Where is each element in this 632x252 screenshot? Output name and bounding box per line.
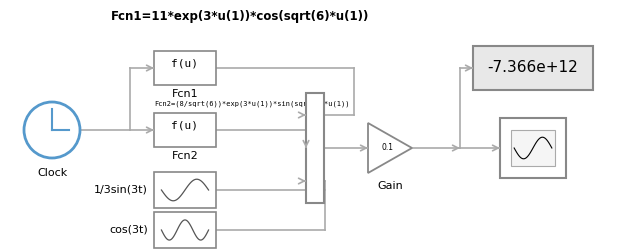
Text: Fcn2: Fcn2 bbox=[172, 151, 198, 161]
Polygon shape bbox=[368, 123, 412, 173]
Bar bbox=[500, 118, 566, 178]
Text: Clock: Clock bbox=[37, 168, 67, 178]
Text: f(u): f(u) bbox=[171, 59, 198, 69]
Text: -7.366e+12: -7.366e+12 bbox=[488, 60, 578, 76]
Bar bbox=[154, 113, 216, 147]
Bar bbox=[154, 212, 216, 248]
Text: f(u): f(u) bbox=[171, 121, 198, 131]
Text: cos(3t): cos(3t) bbox=[109, 225, 148, 235]
Text: Fcn1=11*exp(3*u(1))*cos(sqrt(6)*u(1)): Fcn1=11*exp(3*u(1))*cos(sqrt(6)*u(1)) bbox=[111, 10, 369, 23]
Bar bbox=[154, 172, 216, 208]
Bar bbox=[306, 93, 324, 203]
Bar bbox=[154, 51, 216, 85]
Text: Fcn1: Fcn1 bbox=[172, 89, 198, 99]
Text: 1/3sin(3t): 1/3sin(3t) bbox=[94, 185, 148, 195]
Bar bbox=[473, 46, 593, 90]
Text: Gain: Gain bbox=[377, 181, 403, 191]
Bar bbox=[511, 130, 556, 166]
Text: 0.1: 0.1 bbox=[382, 143, 394, 152]
Text: Fcn2=(8/sqrt(6))*exp(3*u(1))*sin(sqrt(6)*u(1)): Fcn2=(8/sqrt(6))*exp(3*u(1))*sin(sqrt(6)… bbox=[154, 101, 349, 107]
